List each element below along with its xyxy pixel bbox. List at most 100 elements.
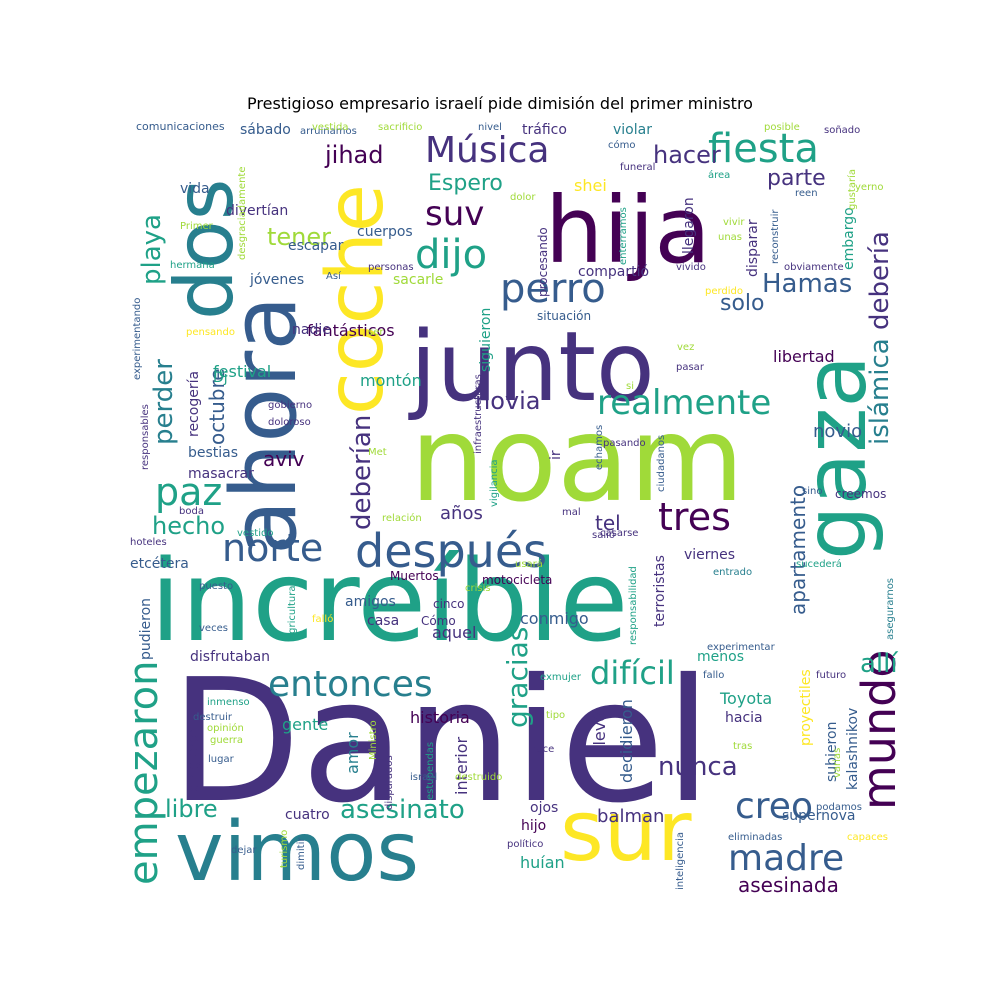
cloud-word: menos	[697, 649, 744, 665]
cloud-word: historia	[410, 708, 470, 727]
cloud-word: turismo	[279, 830, 290, 868]
cloud-word: falló	[312, 613, 333, 625]
cloud-word: puesto	[199, 581, 233, 592]
cloud-word: pudieron	[138, 598, 154, 660]
cloud-word: destruido	[455, 772, 502, 783]
chart-title: Prestigioso empresario israelí pide dimi…	[247, 94, 753, 113]
cloud-word: llegaron	[681, 197, 697, 254]
cloud-word: allí	[860, 649, 898, 679]
cloud-word: libertad	[773, 347, 835, 366]
cloud-word: arruinamos	[300, 126, 357, 137]
cloud-word: islámica	[865, 338, 895, 445]
cloud-word: varias	[832, 748, 843, 778]
cloud-word: reen	[795, 188, 818, 199]
cloud-word: novia	[475, 387, 540, 415]
cloud-word: Hace	[529, 744, 554, 755]
cloud-word: montón	[360, 371, 422, 390]
cloud-word: fallo	[703, 670, 724, 681]
cloud-word: área	[708, 169, 730, 181]
cloud-word: posible	[764, 122, 800, 133]
cloud-word: sur	[560, 782, 692, 880]
cloud-word: Espero	[428, 171, 503, 196]
cloud-word: festival	[213, 362, 271, 381]
cloud-word: sino	[802, 486, 822, 497]
cloud-word: motocicleta	[482, 573, 552, 587]
cloud-word: dirigieron	[186, 725, 202, 792]
cloud-word: si	[626, 381, 634, 392]
cloud-word: junto	[408, 311, 655, 423]
cloud-word: unas	[718, 232, 742, 243]
cloud-word: increíble	[150, 537, 628, 667]
cloud-word: dolor	[510, 192, 536, 203]
cloud-word: reconstruir	[770, 209, 781, 264]
cloud-word: asesinada	[738, 873, 839, 897]
cloud-word: ahora	[212, 296, 317, 555]
cloud-word: aviv	[263, 447, 305, 471]
cloud-word: divertían	[226, 203, 288, 219]
cloud-word: Muertos	[390, 569, 439, 583]
cloud-word: proyectiles	[798, 669, 814, 746]
cloud-word: subieron	[824, 722, 840, 782]
cloud-word: asesinato	[340, 795, 465, 825]
cloud-word: asegurarnos	[885, 578, 896, 640]
cloud-word: salió	[592, 529, 615, 541]
cloud-word: sacarle	[393, 272, 443, 288]
cloud-word: tres	[658, 495, 731, 539]
cloud-word: crisis	[465, 583, 491, 594]
cloud-word: vestido	[237, 528, 273, 539]
cloud-word: enterramos	[618, 207, 629, 265]
cloud-word: Dj	[213, 370, 228, 386]
cloud-word: entonces	[268, 664, 433, 705]
cloud-word: casarse	[600, 528, 638, 539]
cloud-word: doloroso	[268, 417, 311, 428]
cloud-word: Cómo	[421, 614, 456, 628]
cloud-word: estupendas	[425, 742, 436, 800]
cloud-word: Ministro	[368, 720, 379, 760]
cloud-word: soñado	[824, 125, 860, 136]
cloud-word: hoteles	[130, 537, 167, 548]
cloud-word: Toyota	[719, 689, 772, 708]
cloud-word: relación	[382, 512, 422, 524]
cloud-word: tel	[595, 511, 621, 535]
cloud-word: disparar	[745, 219, 761, 277]
cloud-word: personas	[368, 262, 414, 273]
cloud-word: difícil	[590, 654, 675, 692]
cloud-word: vestida	[312, 122, 348, 133]
cloud-word: vigilancia	[489, 460, 500, 507]
cloud-word: responsabilidad	[628, 566, 639, 645]
cloud-word: aquel	[432, 623, 476, 642]
cloud-word: perro	[500, 266, 606, 312]
cloud-word: hijo	[521, 818, 546, 834]
cloud-word: embargo	[841, 207, 857, 270]
cloud-word: mal	[562, 507, 581, 518]
cloud-word: después	[355, 524, 547, 578]
cloud-word: gaza	[786, 355, 886, 560]
cloud-word: paz	[155, 470, 222, 514]
cloud-word: tras	[733, 741, 752, 752]
cloud-word: gobierno	[268, 400, 312, 411]
cloud-word: eliminadas	[728, 832, 782, 843]
cloud-word: creo	[735, 786, 813, 827]
cloud-word: bestias	[188, 445, 238, 461]
cloud-word: gente	[282, 715, 328, 734]
cloud-word: dimitir	[296, 837, 307, 870]
cloud-word: debería	[865, 231, 895, 330]
cloud-word: jihad	[324, 141, 384, 169]
cloud-word: ciudadanos	[656, 435, 667, 492]
cloud-word: vida	[180, 181, 210, 197]
cloud-word: sábado	[240, 122, 291, 138]
cloud-word: capaces	[847, 832, 888, 843]
cloud-word: vimos	[175, 805, 419, 900]
cloud-word: Hamas	[762, 269, 852, 299]
cloud-word: político	[507, 838, 543, 850]
cloud-word: experimentando	[132, 298, 143, 380]
cloud-word: tráfico	[522, 122, 567, 138]
cloud-word: creemos	[835, 487, 886, 501]
cloud-word: hacer	[653, 141, 721, 169]
cloud-word: realmente	[597, 383, 771, 423]
cloud-word: dijo	[415, 232, 487, 278]
cloud-word: dejar	[231, 845, 257, 856]
cloud-word: interior	[452, 736, 471, 795]
cloud-word: Así	[326, 270, 342, 282]
cloud-word: hermana	[170, 260, 215, 271]
